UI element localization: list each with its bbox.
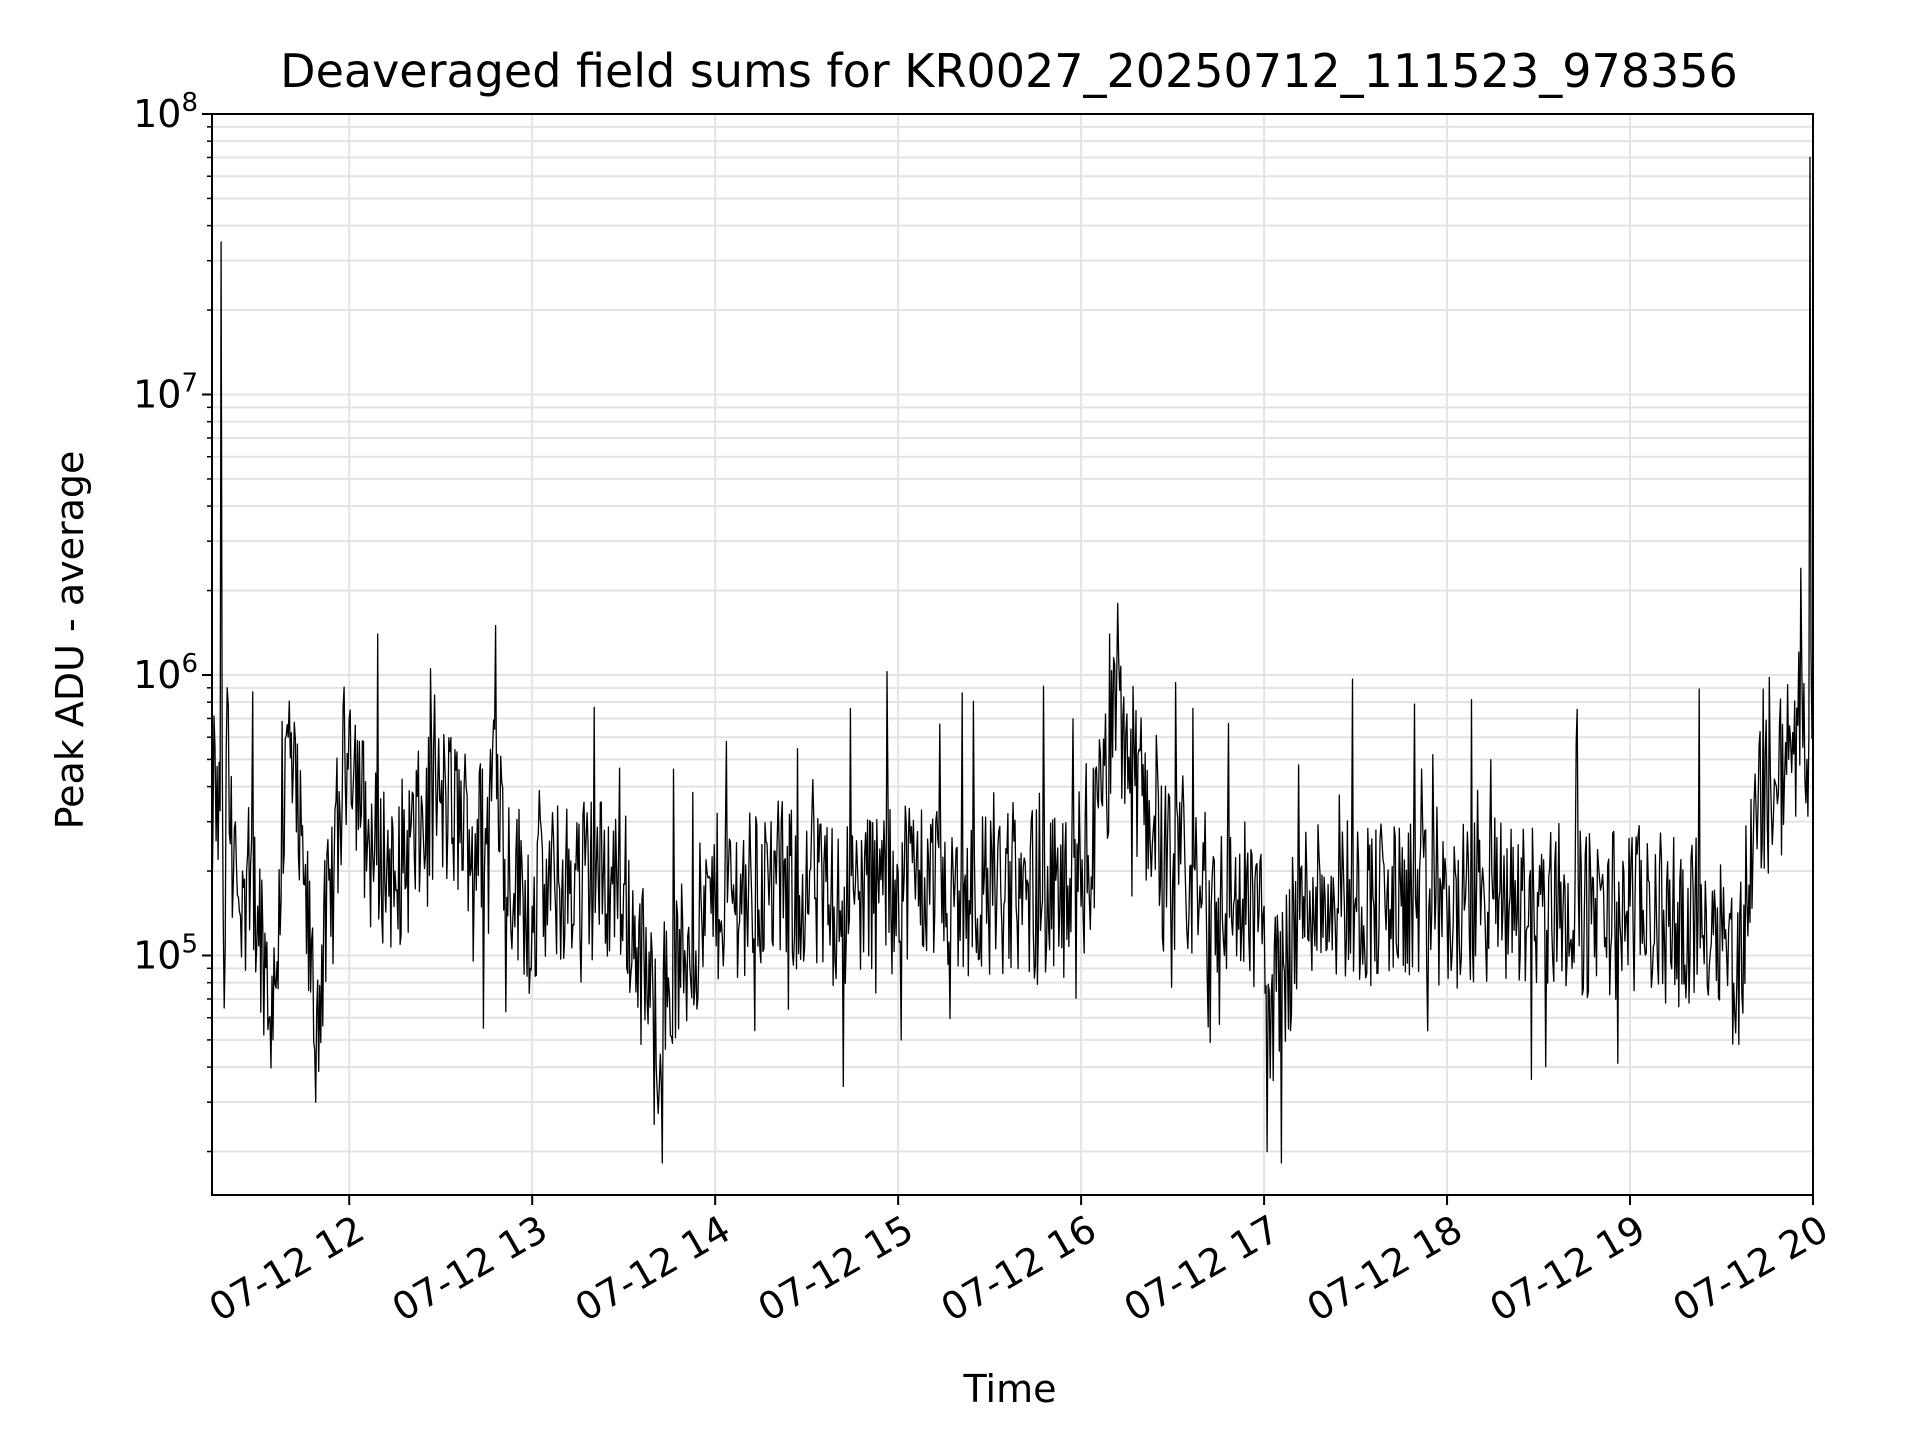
x-tick-label: 07-12 15	[751, 1207, 921, 1331]
y-tick-label: 107	[133, 368, 198, 416]
y-tick-label: 105	[133, 929, 198, 977]
y-tick-label: 106	[133, 649, 198, 697]
major-gridlines	[212, 113, 1814, 1195]
x-tick-label: 07-12 13	[385, 1207, 555, 1331]
x-axis-ticks: 07-12 12 07-12 13 07-12 14 07-12 15 07-12 16…	[202, 1195, 1836, 1330]
series-line	[211, 156, 1814, 1164]
y-tick-label: 108	[133, 88, 198, 136]
chart-title: Deaveraged field sums for KR0027_2025071…	[280, 44, 1738, 98]
x-tick-label: 07-12 17	[1117, 1207, 1287, 1331]
x-tick-label: 07-12 12	[202, 1207, 372, 1331]
y-axis-ticks: 105 106 107 108	[133, 88, 212, 1153]
x-tick-label: 07-12 14	[568, 1207, 738, 1331]
plot-area-frame	[211, 113, 1814, 1196]
x-tick-label: 07-12 18	[1300, 1207, 1470, 1331]
series-layer	[211, 156, 1814, 1164]
x-tick-label: 07-12 20	[1666, 1207, 1836, 1331]
minor-gridlines	[212, 125, 1813, 1153]
x-axis-label: Time	[963, 1367, 1057, 1411]
x-tick-label: 07-12 16	[934, 1207, 1104, 1331]
x-tick-label: 07-12 19	[1483, 1207, 1653, 1331]
y-axis-label: Peak ADU - average	[48, 451, 92, 830]
